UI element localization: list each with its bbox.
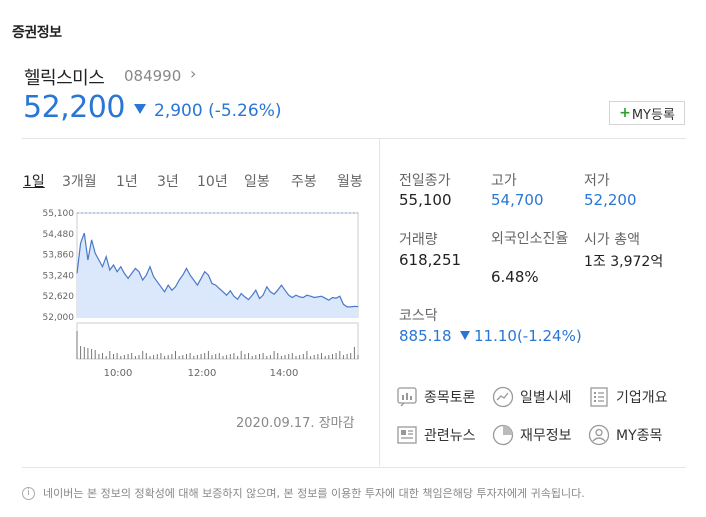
kosdaq-change: 11.10(-1.24%) — [474, 327, 582, 345]
stat-value-prev-close: 55,100 — [399, 191, 452, 209]
y-tick-label: 54,480 — [43, 230, 75, 240]
stat-value-low: 52,200 — [584, 191, 637, 209]
disclaimer: i 네이버는 본 정보의 정확성에 대해 보증하지 않으며, 본 정보를 이용한… — [22, 485, 585, 501]
y-tick-label: 52,620 — [43, 292, 75, 302]
price-change: 2,900 (-5.26%) — [154, 101, 282, 121]
link-financial-info-label: 재무정보 — [520, 428, 572, 444]
down-triangle-icon — [460, 331, 470, 340]
kosdaq-label: 코스닥 — [399, 308, 438, 324]
link-daily-price[interactable]: 일별시세 — [492, 386, 572, 408]
link-financial-info[interactable]: 재무정보 — [492, 424, 572, 446]
stat-value-volume: 618,251 — [399, 251, 462, 269]
link-discussion[interactable]: 종목토론 — [396, 386, 476, 408]
stat-value-foreign-ratio: 6.48% — [491, 268, 539, 286]
section-title: 증권정보 — [12, 25, 62, 41]
price-area — [77, 233, 358, 317]
down-triangle-icon — [134, 104, 146, 114]
link-daily-price-label: 일별시세 — [520, 390, 572, 406]
y-tick-label: 55,100 — [43, 209, 75, 219]
x-tick-label: 10:00 — [104, 368, 133, 379]
tab-monthly-candle[interactable]: 월봉 — [337, 174, 363, 190]
link-company-overview-label: 기업개요 — [616, 390, 668, 406]
stock-name[interactable]: 헬릭스미스 — [24, 68, 105, 89]
y-tick-label: 53,860 — [43, 251, 75, 261]
kosdaq-value: 885.18 — [399, 327, 452, 345]
user-icon — [588, 424, 610, 446]
stat-label-volume: 거래량 — [399, 232, 438, 248]
plus-icon: + — [619, 105, 631, 121]
y-tick-label: 53,240 — [43, 271, 75, 281]
volume-frame — [76, 322, 359, 360]
tab-3-years[interactable]: 3년 — [157, 174, 179, 190]
stat-value-market-cap: 1조 3,972억 — [584, 254, 664, 270]
stock-code[interactable]: 084990 — [124, 67, 182, 85]
current-price: 52,200 — [23, 90, 125, 125]
tab-1-year[interactable]: 1년 — [116, 174, 138, 190]
stat-label-low: 저가 — [584, 173, 610, 189]
info-icon: i — [22, 486, 35, 500]
price-line — [76, 232, 359, 308]
divider — [22, 138, 686, 139]
link-company-overview[interactable]: 기업개요 — [588, 386, 668, 408]
divider — [379, 138, 380, 466]
disclaimer-text: 네이버는 본 정보의 정확성에 대해 보증하지 않으며, 본 정보를 이용한 투… — [43, 487, 585, 500]
divider — [22, 467, 686, 468]
chevron-right-icon[interactable]: › — [190, 64, 197, 83]
stat-label-prev-close: 전일종가 — [399, 173, 451, 189]
my-register-label: MY등록 — [631, 107, 675, 123]
link-related-news-label: 관련뉴스 — [424, 428, 476, 444]
link-discussion-label: 종목토론 — [424, 390, 476, 406]
chart-date: 2020.09.17. 장마감 — [236, 416, 355, 431]
stat-label-high: 고가 — [491, 173, 517, 189]
stat-label-market-cap: 시가 총액 — [584, 232, 640, 248]
tab-weekly-candle[interactable]: 주봉 — [291, 174, 317, 190]
x-tick-label: 12:00 — [188, 368, 217, 379]
x-tick-label: 14:00 — [270, 368, 299, 379]
link-my-stocks-label: MY종목 — [616, 428, 663, 444]
tab-3-months[interactable]: 3개월 — [62, 174, 97, 190]
tab-daily-candle[interactable]: 일봉 — [244, 174, 270, 190]
chart-line-icon — [492, 386, 514, 408]
link-related-news[interactable]: 관련뉴스 — [396, 424, 476, 446]
stat-value-high: 54,700 — [491, 191, 544, 209]
news-icon — [397, 426, 417, 444]
y-tick-label: 52,000 — [43, 313, 75, 323]
price-chart[interactable]: 55,100 54,480 53,860 53,240 52,620 52,000 10:0… — [40, 203, 362, 388]
pie-chart-icon — [492, 424, 514, 446]
tab-10-years[interactable]: 10년 — [197, 174, 228, 190]
tab-1-day[interactable]: 1일 — [23, 174, 45, 190]
list-icon — [590, 387, 608, 407]
discussion-icon — [397, 387, 417, 407]
link-my-stocks[interactable]: MY종목 — [588, 424, 662, 446]
stat-label-foreign-ratio: 외국인소진율 — [491, 231, 569, 247]
my-register-button[interactable]: + MY등록 — [609, 101, 685, 125]
